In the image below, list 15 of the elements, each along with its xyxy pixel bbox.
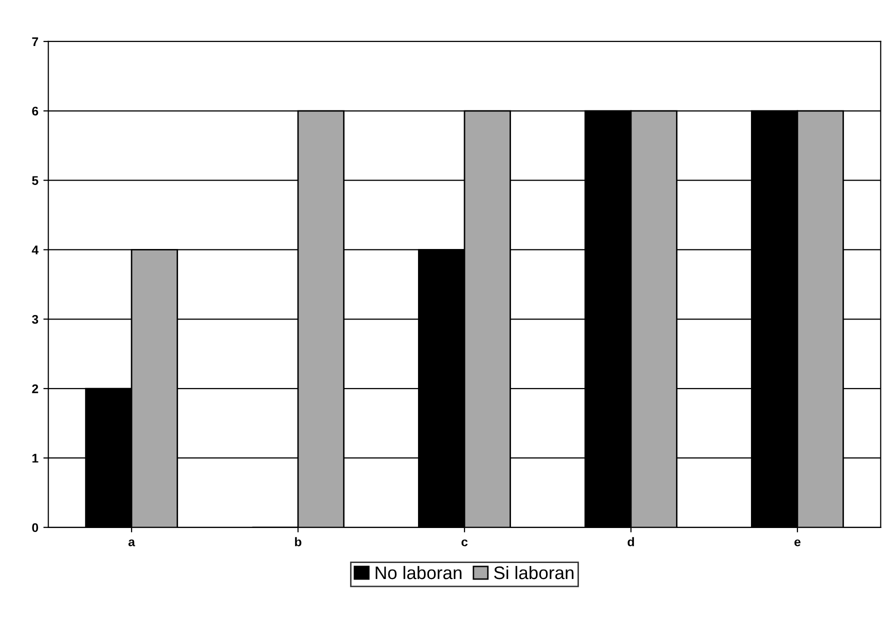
x-tick-label: a [128,539,136,546]
y-tick-label: 6 [32,106,38,116]
x-tick-label: e [794,539,800,546]
y-tick-label: 2 [32,384,38,394]
y-tick-label: 3 [32,314,38,324]
y-tick-label: 5 [32,176,38,185]
y-tick-label: 0 [32,523,38,532]
legend-label: Si laboran [494,566,574,580]
legend-label: No laboran [376,566,462,580]
x-tick-label: d [628,537,634,546]
x-tick-label: c [462,539,468,546]
y-tick-label: 7 [32,37,38,46]
x-tick-label: b [295,537,302,546]
y-tick-label: 4 [32,246,39,254]
y-tick-label: 1 [32,454,38,462]
